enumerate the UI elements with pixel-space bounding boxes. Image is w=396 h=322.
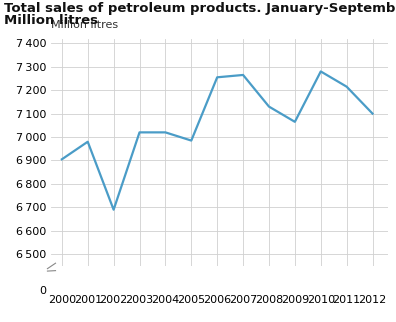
Text: Million litres: Million litres: [51, 20, 119, 30]
Text: Million litres: Million litres: [4, 14, 98, 27]
Text: Total sales of petroleum products. January-September 2000-2012.: Total sales of petroleum products. Janua…: [4, 2, 396, 14]
